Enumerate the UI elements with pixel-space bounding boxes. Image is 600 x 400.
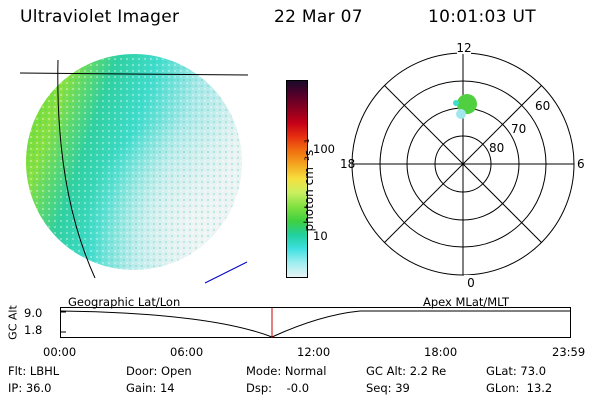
mode-info: Mode: Normal [246,364,327,378]
ip-info: IP: 36.0 [8,381,52,395]
mlt-label-0: 0 [467,276,475,290]
time-tick-1200: 12:00 [297,345,331,359]
glon-info: GLon: 13.2 [486,381,553,395]
gc-alt-axis-label: GC Alt [6,305,20,340]
auroral-blob [457,94,477,114]
instrument-title: Ultraviolet Imager [20,7,180,27]
gc-alt-info: GC Alt: 2.2 Re [366,364,447,378]
colorbar [286,80,308,278]
seq-info: Seq: 39 [366,381,410,395]
mlat-label-70: 70 [511,122,526,136]
polar-mlt-plot: 12 18 6 0 60 70 80 [340,41,585,290]
glat-info: GLat: 73.0 [486,364,547,378]
gc-alt-tick-high: 9.0 [24,306,43,320]
time-tick-0600: 06:00 [170,345,204,359]
mlat-label-60: 60 [535,99,550,113]
time-tick-2359: 23:59 [552,345,586,359]
mlt-label-12: 12 [456,41,471,55]
apex-label: Apex MLat/MLT [423,295,510,309]
mlt-label-6: 6 [577,157,585,171]
filter-info: Flt: LBHL [8,364,60,378]
time-tick-1800: 18:00 [424,345,458,359]
colorbar-tick-100: 100 [313,142,335,156]
altitude-curve [60,310,570,338]
colorbar-unit-label: photon cm⁻²s⁻¹ [302,138,316,232]
colorbar-tick-10: 10 [313,229,328,243]
mlt-label-18: 18 [340,157,355,171]
door-info: Door: Open [126,364,192,378]
gc-alt-tick-low: 1.8 [24,323,43,337]
earth-disk-image [19,54,249,284]
date-label: 22 Mar 07 [274,7,363,27]
time-tick-0000: 00:00 [43,345,77,359]
gain-info: Gain: 14 [126,381,175,395]
orbit-track-line [204,261,248,284]
altitude-timeline-plot [60,307,571,338]
terminator-line [57,59,96,279]
dsp-info: Dsp: -0.0 [246,381,310,395]
geographic-label: Geographic Lat/Lon [68,295,181,309]
time-label: 10:01:03 UT [428,7,536,27]
mlat-label-80: 80 [489,141,504,155]
